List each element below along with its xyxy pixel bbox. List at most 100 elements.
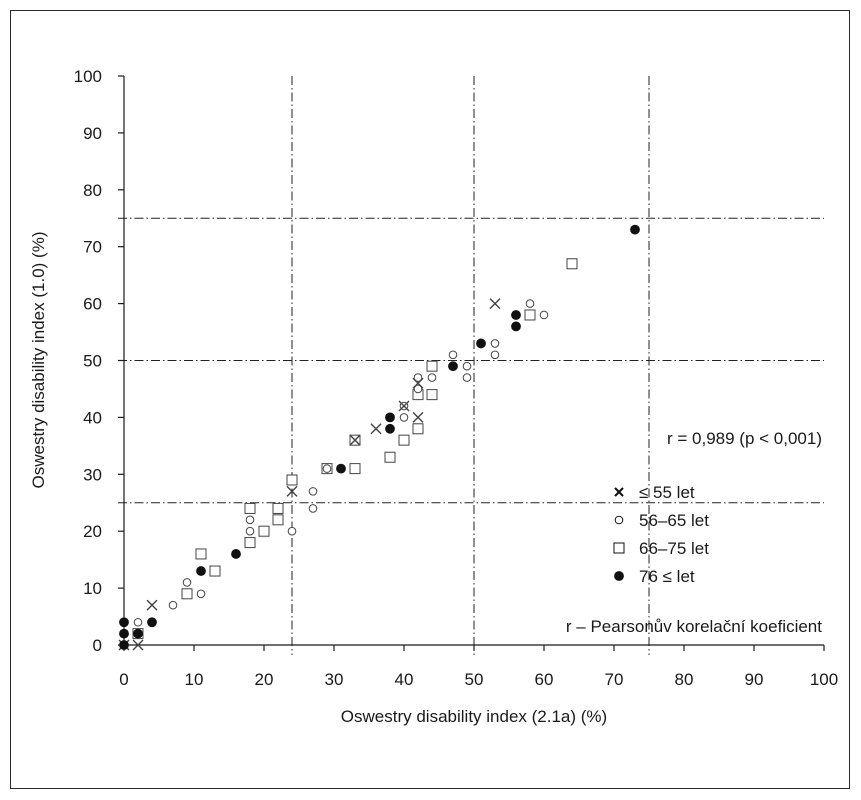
series-3 xyxy=(119,224,640,650)
x-tick-label: 40 xyxy=(395,670,414,689)
y-tick-label: 90 xyxy=(83,124,102,143)
data-point xyxy=(147,617,157,628)
data-point xyxy=(511,321,521,332)
data-point xyxy=(412,377,424,389)
x-tick-label: 70 xyxy=(605,670,624,689)
data-point xyxy=(490,350,500,360)
data-point xyxy=(349,463,361,475)
legend-label: 76 ≤ let xyxy=(639,567,695,586)
data-point xyxy=(308,487,318,496)
data-point xyxy=(399,413,409,422)
legend-marker xyxy=(614,487,624,497)
correlation-annotation: r = 0,989 (p < 0,001) xyxy=(667,429,822,448)
legend-item: ≤ 55 let xyxy=(614,483,695,502)
data-point xyxy=(133,617,143,627)
legend-marker xyxy=(614,515,624,525)
data-point xyxy=(272,514,284,526)
data-point xyxy=(385,423,395,434)
data-point xyxy=(566,258,578,270)
y-tick-label: 0 xyxy=(93,636,102,655)
data-point xyxy=(448,350,458,360)
data-point xyxy=(426,389,438,401)
data-point xyxy=(413,384,423,394)
reference-lines xyxy=(118,76,824,655)
data-point xyxy=(146,599,158,611)
data-point xyxy=(195,548,207,560)
x-tick-label: 80 xyxy=(675,670,694,689)
data-point xyxy=(231,549,241,559)
data-point xyxy=(489,298,501,310)
data-point xyxy=(476,338,486,349)
data-point xyxy=(196,589,206,599)
y-tick-label: 30 xyxy=(83,465,102,484)
legend-marker xyxy=(614,571,624,581)
x-tick-label: 100 xyxy=(810,670,838,689)
y-tick-label: 60 xyxy=(83,295,102,314)
data-point xyxy=(181,588,193,600)
data-point xyxy=(448,361,458,372)
data-point xyxy=(182,578,192,587)
data-point xyxy=(258,525,270,537)
data-point xyxy=(398,434,410,446)
data-point xyxy=(168,600,178,610)
x-tick-label: 10 xyxy=(185,670,204,689)
data-point xyxy=(413,373,423,382)
x-tick-label: 60 xyxy=(535,670,554,689)
data-point xyxy=(462,373,472,382)
y-tick-label: 100 xyxy=(74,67,102,86)
series-2 xyxy=(132,258,578,640)
data-point xyxy=(349,434,361,446)
x-tick-label: 50 xyxy=(465,670,484,689)
data-point xyxy=(525,299,535,308)
series-1 xyxy=(133,299,549,627)
data-point xyxy=(490,339,500,348)
data-point xyxy=(384,451,396,463)
data-point xyxy=(286,485,298,497)
data-point xyxy=(244,502,256,514)
data-point xyxy=(308,504,318,513)
data-point xyxy=(133,628,143,639)
legend-item: 56–65 let xyxy=(614,511,709,530)
legend-label: 66–75 let xyxy=(639,539,709,558)
y-tick-label: 20 xyxy=(83,522,102,541)
data-point xyxy=(462,361,472,371)
data-point xyxy=(119,628,129,639)
data-point xyxy=(119,640,129,650)
footnote-annotation: r – Pearsonův korelační koeficient xyxy=(566,617,822,636)
y-tick-label: 50 xyxy=(83,352,102,371)
data-point xyxy=(511,310,521,320)
y-tick-label: 80 xyxy=(83,181,102,200)
x-tick-label: 0 xyxy=(119,670,128,689)
y-axis-label: Oswestry disability index (1.0) (%) xyxy=(29,232,48,489)
data-points xyxy=(118,224,640,651)
y-tick-label: 40 xyxy=(83,408,102,427)
x-tick-label: 90 xyxy=(745,670,764,689)
legend: ≤ 55 let 56–65 let 66–75 let 76 ≤ let xyxy=(613,483,709,586)
x-axis-label: Oswestry disability index (2.1a) (%) xyxy=(341,707,607,726)
data-point xyxy=(426,360,438,372)
legend-label: ≤ 55 let xyxy=(639,483,695,502)
data-point xyxy=(398,400,410,412)
data-point xyxy=(385,412,395,423)
x-ticks: 0 10 20 30 40 50 60 70 80 90 100 xyxy=(119,645,838,689)
data-point xyxy=(524,309,536,321)
data-point xyxy=(370,423,382,435)
data-point xyxy=(630,224,640,235)
data-point xyxy=(412,411,424,423)
data-point xyxy=(272,502,284,514)
data-point xyxy=(119,617,129,628)
x-tick-label: 30 xyxy=(325,670,344,689)
legend-label: 56–65 let xyxy=(639,511,709,530)
series-0 xyxy=(118,298,501,651)
data-point xyxy=(287,526,297,536)
legend-item: 66–75 let xyxy=(613,539,709,558)
data-point xyxy=(132,639,144,651)
legend-item: 76 ≤ let xyxy=(614,567,695,586)
data-point xyxy=(412,423,424,435)
data-point xyxy=(196,566,206,576)
y-tick-label: 70 xyxy=(83,238,102,257)
legend-marker xyxy=(613,542,625,554)
y-tick-label: 10 xyxy=(83,579,102,598)
data-point xyxy=(427,373,437,382)
y-ticks: 0 10 20 30 40 50 60 70 80 90 100 xyxy=(74,67,124,655)
